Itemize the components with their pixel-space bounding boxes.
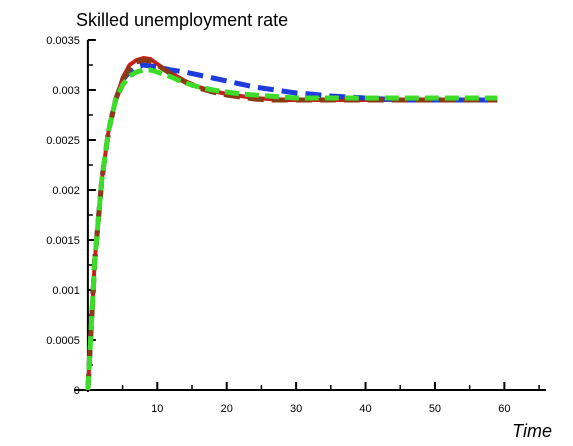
x-tick-label: 30 [290, 403, 302, 415]
y-tick-label: 0.003 [52, 85, 80, 97]
series-line-2 [85, 62, 498, 391]
series-line-4 [85, 67, 498, 391]
y-tick-label: 0.0035 [46, 35, 80, 47]
x-tick-label: 20 [221, 403, 233, 415]
y-tick-label: 0.001 [52, 285, 80, 297]
series-line-3 [85, 57, 498, 391]
x-axis-label: Time [512, 421, 552, 441]
y-tick-label: 0.0025 [46, 135, 80, 147]
plot-area [85, 56, 498, 391]
x-tick-label: 60 [498, 403, 510, 415]
series-line-1 [85, 56, 498, 391]
y-tick-label: 0.0015 [46, 235, 80, 247]
x-tick-label: 10 [151, 403, 163, 415]
chart-title: Skilled unemployment rate [76, 10, 288, 30]
y-tick-label: 0.002 [52, 185, 80, 197]
x-tick-label: 40 [359, 403, 371, 415]
y-tick-label: 0.0005 [46, 335, 80, 347]
x-axis: 10 20 30 40 50 60 [74, 382, 546, 415]
x-tick-label: 50 [429, 403, 441, 415]
